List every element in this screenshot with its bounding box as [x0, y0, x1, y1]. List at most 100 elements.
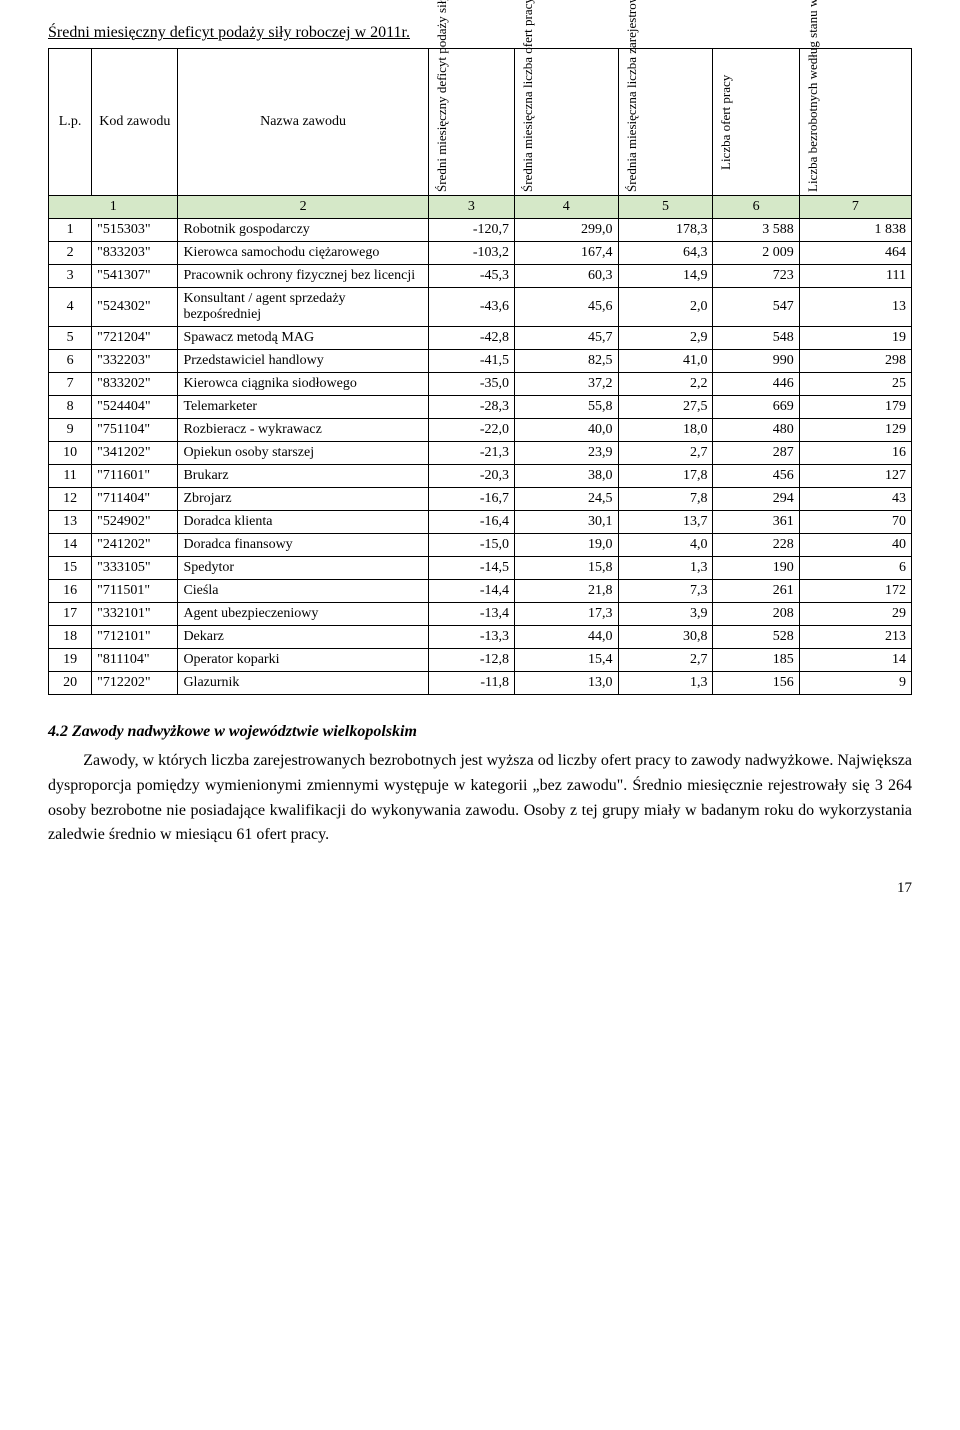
cell-value: -13,4 — [428, 603, 514, 626]
cell-kod: "524404" — [92, 396, 178, 419]
cell-kod: "712101" — [92, 626, 178, 649]
numcell: 1 — [49, 196, 178, 219]
cell-value: 14 — [799, 649, 911, 672]
cell-nazwa: Telemarketer — [178, 396, 428, 419]
cell-value: 2,7 — [618, 649, 713, 672]
col-kod: Kod zawodu — [92, 49, 178, 196]
page-number: 17 — [48, 880, 912, 897]
cell-value: 1,3 — [618, 672, 713, 695]
cell-kod: "721204" — [92, 327, 178, 350]
col-lp: L.p. — [49, 49, 92, 196]
cell-nazwa: Operator koparki — [178, 649, 428, 672]
cell-value: 213 — [799, 626, 911, 649]
cell-value: 167,4 — [515, 242, 619, 265]
cell-lp: 4 — [49, 288, 92, 327]
cell-value: 55,8 — [515, 396, 619, 419]
cell-value: 299,0 — [515, 219, 619, 242]
cell-kod: "332203" — [92, 350, 178, 373]
cell-kod: "711404" — [92, 488, 178, 511]
cell-nazwa: Doradca klienta — [178, 511, 428, 534]
cell-value: 294 — [713, 488, 799, 511]
numcell: 4 — [515, 196, 619, 219]
cell-value: -103,2 — [428, 242, 514, 265]
table-row: 2"833203"Kierowca samochodu ciężarowego-… — [49, 242, 912, 265]
cell-nazwa: Pracownik ochrony fizycznej bez licencji — [178, 265, 428, 288]
cell-value: 185 — [713, 649, 799, 672]
cell-kod: "241202" — [92, 534, 178, 557]
cell-value: -13,3 — [428, 626, 514, 649]
cell-kod: "712202" — [92, 672, 178, 695]
cell-kod: "833202" — [92, 373, 178, 396]
cell-lp: 19 — [49, 649, 92, 672]
cell-value: 2,9 — [618, 327, 713, 350]
cell-value: -41,5 — [428, 350, 514, 373]
cell-nazwa: Dekarz — [178, 626, 428, 649]
cell-nazwa: Brukarz — [178, 465, 428, 488]
body-paragraph: Zawody, w których liczba zarejestrowanyc… — [48, 749, 912, 848]
numcell: 7 — [799, 196, 911, 219]
table-row: 7"833202"Kierowca ciągnika siodłowego-35… — [49, 373, 912, 396]
cell-value: 480 — [713, 419, 799, 442]
cell-lp: 10 — [49, 442, 92, 465]
table-row: 12"711404"Zbrojarz-16,724,57,829443 — [49, 488, 912, 511]
cell-value: 669 — [713, 396, 799, 419]
cell-lp: 2 — [49, 242, 92, 265]
table-row: 16"711501"Cieśla-14,421,87,3261172 — [49, 580, 912, 603]
cell-value: 528 — [713, 626, 799, 649]
cell-nazwa: Przedstawiciel handlowy — [178, 350, 428, 373]
cell-value: -14,5 — [428, 557, 514, 580]
cell-value: 17,8 — [618, 465, 713, 488]
cell-value: 7,3 — [618, 580, 713, 603]
cell-value: 30,1 — [515, 511, 619, 534]
cell-value: 2,7 — [618, 442, 713, 465]
cell-value: 40 — [799, 534, 911, 557]
cell-value: 18,0 — [618, 419, 713, 442]
cell-nazwa: Konsultant / agent sprzedaży bezpośredni… — [178, 288, 428, 327]
cell-kod: "515303" — [92, 219, 178, 242]
cell-lp: 7 — [49, 373, 92, 396]
cell-value: -28,3 — [428, 396, 514, 419]
cell-lp: 18 — [49, 626, 92, 649]
cell-kod: "524302" — [92, 288, 178, 327]
cell-value: 64,3 — [618, 242, 713, 265]
cell-value: 45,7 — [515, 327, 619, 350]
cell-nazwa: Zbrojarz — [178, 488, 428, 511]
cell-value: 27,5 — [618, 396, 713, 419]
cell-value: 24,5 — [515, 488, 619, 511]
cell-value: 17,3 — [515, 603, 619, 626]
cell-value: 25 — [799, 373, 911, 396]
cell-value: 15,4 — [515, 649, 619, 672]
cell-value: 30,8 — [618, 626, 713, 649]
col-c3: Średnia miesięczna liczba zarejestrowany… — [618, 49, 713, 196]
cell-value: 456 — [713, 465, 799, 488]
cell-nazwa: Cieśla — [178, 580, 428, 603]
cell-value: 19 — [799, 327, 911, 350]
cell-value: 228 — [713, 534, 799, 557]
cell-lp: 3 — [49, 265, 92, 288]
cell-value: 464 — [799, 242, 911, 265]
cell-value: 2 009 — [713, 242, 799, 265]
cell-value: 13,7 — [618, 511, 713, 534]
cell-lp: 15 — [49, 557, 92, 580]
cell-value: 129 — [799, 419, 911, 442]
cell-value: 361 — [713, 511, 799, 534]
cell-value: 43 — [799, 488, 911, 511]
col-c4: Liczba ofert pracy — [713, 49, 799, 196]
cell-nazwa: Spawacz metodą MAG — [178, 327, 428, 350]
cell-value: -20,3 — [428, 465, 514, 488]
cell-value: 82,5 — [515, 350, 619, 373]
cell-value: 41,0 — [618, 350, 713, 373]
table-row: 18"712101"Dekarz-13,344,030,8528213 — [49, 626, 912, 649]
cell-kod: "833203" — [92, 242, 178, 265]
table-row: 3"541307"Pracownik ochrony fizycznej bez… — [49, 265, 912, 288]
cell-nazwa: Rozbieracz - wykrawacz — [178, 419, 428, 442]
cell-value: 111 — [799, 265, 911, 288]
cell-value: 40,0 — [515, 419, 619, 442]
table-row: 11"711601"Brukarz-20,338,017,8456127 — [49, 465, 912, 488]
cell-value: 287 — [713, 442, 799, 465]
table-header-row: L.p. Kod zawodu Nazwa zawodu Średni mies… — [49, 49, 912, 196]
cell-value: 127 — [799, 465, 911, 488]
cell-lp: 8 — [49, 396, 92, 419]
cell-value: 44,0 — [515, 626, 619, 649]
cell-value: 14,9 — [618, 265, 713, 288]
